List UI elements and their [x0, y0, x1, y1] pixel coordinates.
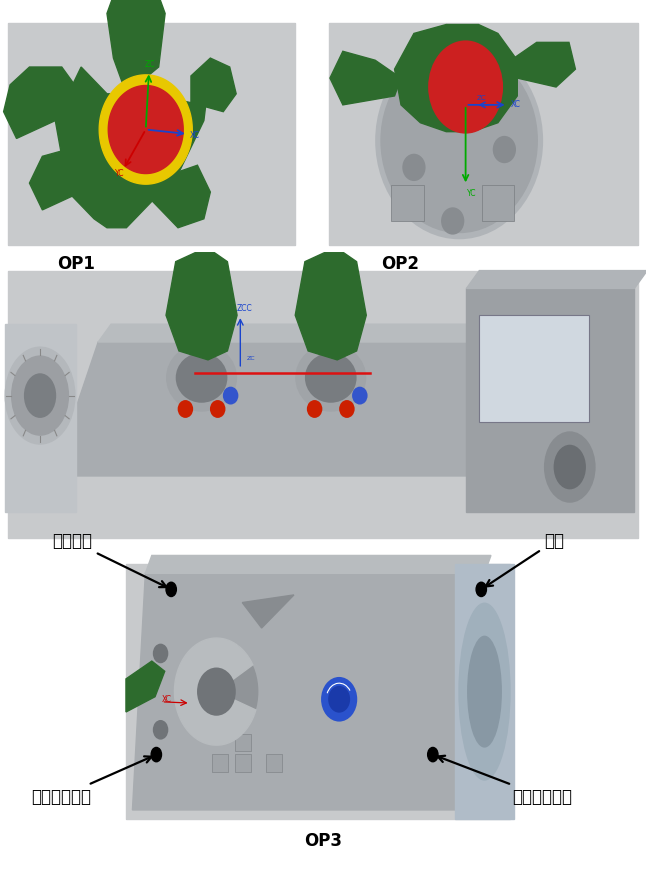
Ellipse shape	[226, 644, 242, 663]
FancyBboxPatch shape	[212, 754, 228, 772]
Polygon shape	[126, 661, 165, 712]
Polygon shape	[395, 24, 517, 131]
Ellipse shape	[153, 644, 169, 663]
Ellipse shape	[174, 638, 258, 745]
Polygon shape	[166, 253, 237, 360]
Ellipse shape	[11, 355, 69, 436]
Polygon shape	[98, 324, 589, 342]
Polygon shape	[8, 23, 295, 245]
Ellipse shape	[153, 720, 169, 739]
Ellipse shape	[493, 136, 516, 163]
Circle shape	[428, 747, 438, 762]
Polygon shape	[152, 165, 211, 228]
FancyBboxPatch shape	[329, 23, 638, 245]
FancyBboxPatch shape	[482, 185, 514, 221]
Ellipse shape	[380, 48, 538, 233]
FancyBboxPatch shape	[126, 564, 510, 819]
Ellipse shape	[24, 373, 56, 418]
Text: ZC: ZC	[477, 95, 486, 101]
Polygon shape	[107, 0, 165, 94]
Polygon shape	[53, 342, 576, 476]
Polygon shape	[174, 638, 256, 745]
Ellipse shape	[210, 400, 225, 418]
Polygon shape	[455, 564, 514, 819]
Text: 四轴桥板: 四轴桥板	[52, 532, 167, 587]
FancyBboxPatch shape	[479, 315, 589, 422]
Polygon shape	[109, 86, 183, 173]
Polygon shape	[466, 288, 634, 512]
Ellipse shape	[223, 387, 238, 405]
Ellipse shape	[328, 686, 350, 713]
FancyBboxPatch shape	[391, 185, 424, 221]
Ellipse shape	[166, 344, 237, 412]
Text: ZCC: ZCC	[237, 304, 253, 313]
Text: XC: XC	[162, 695, 171, 704]
Polygon shape	[145, 555, 491, 573]
Polygon shape	[8, 271, 638, 538]
Ellipse shape	[402, 154, 426, 181]
Ellipse shape	[544, 431, 596, 503]
Text: XC: XC	[511, 100, 521, 109]
Polygon shape	[295, 253, 366, 360]
FancyBboxPatch shape	[8, 23, 295, 245]
Ellipse shape	[195, 682, 211, 702]
Text: OP3: OP3	[304, 832, 342, 850]
Text: ZC: ZC	[144, 60, 155, 69]
Ellipse shape	[467, 636, 502, 747]
Polygon shape	[126, 564, 510, 819]
Polygon shape	[242, 595, 294, 628]
Polygon shape	[117, 96, 175, 163]
Text: YC: YC	[115, 169, 125, 178]
Polygon shape	[330, 51, 401, 104]
FancyBboxPatch shape	[235, 734, 251, 752]
Ellipse shape	[178, 400, 193, 418]
Polygon shape	[511, 42, 576, 87]
Ellipse shape	[554, 445, 586, 489]
FancyBboxPatch shape	[8, 271, 638, 538]
Ellipse shape	[176, 353, 227, 403]
Text: ZC: ZC	[247, 356, 255, 361]
Text: 辅助定位装置: 辅助定位装置	[438, 755, 572, 805]
Ellipse shape	[339, 400, 355, 418]
Ellipse shape	[428, 40, 503, 134]
Ellipse shape	[441, 207, 464, 235]
Polygon shape	[132, 573, 484, 810]
FancyBboxPatch shape	[266, 754, 282, 772]
Ellipse shape	[321, 677, 357, 722]
Polygon shape	[99, 75, 193, 184]
Ellipse shape	[375, 42, 543, 239]
Ellipse shape	[197, 668, 236, 716]
Text: 四轴: 四轴	[486, 532, 564, 587]
Ellipse shape	[5, 346, 76, 445]
Text: YC: YC	[467, 189, 476, 198]
Circle shape	[476, 582, 486, 597]
Polygon shape	[30, 147, 101, 210]
Polygon shape	[191, 58, 236, 112]
Polygon shape	[466, 271, 646, 288]
Ellipse shape	[459, 603, 511, 780]
Polygon shape	[329, 23, 638, 245]
Ellipse shape	[307, 400, 322, 418]
Ellipse shape	[467, 100, 490, 128]
Ellipse shape	[352, 387, 368, 405]
Text: OP2: OP2	[382, 255, 419, 273]
Circle shape	[151, 747, 162, 762]
Polygon shape	[5, 324, 76, 512]
FancyBboxPatch shape	[235, 754, 251, 772]
Text: XC: XC	[190, 131, 200, 140]
Ellipse shape	[305, 353, 357, 403]
Polygon shape	[56, 67, 211, 228]
Text: 液压压紧装置: 液压压紧装置	[32, 756, 152, 805]
Ellipse shape	[295, 344, 366, 412]
Polygon shape	[4, 67, 81, 138]
Circle shape	[166, 582, 176, 597]
Text: OP1: OP1	[57, 255, 95, 273]
